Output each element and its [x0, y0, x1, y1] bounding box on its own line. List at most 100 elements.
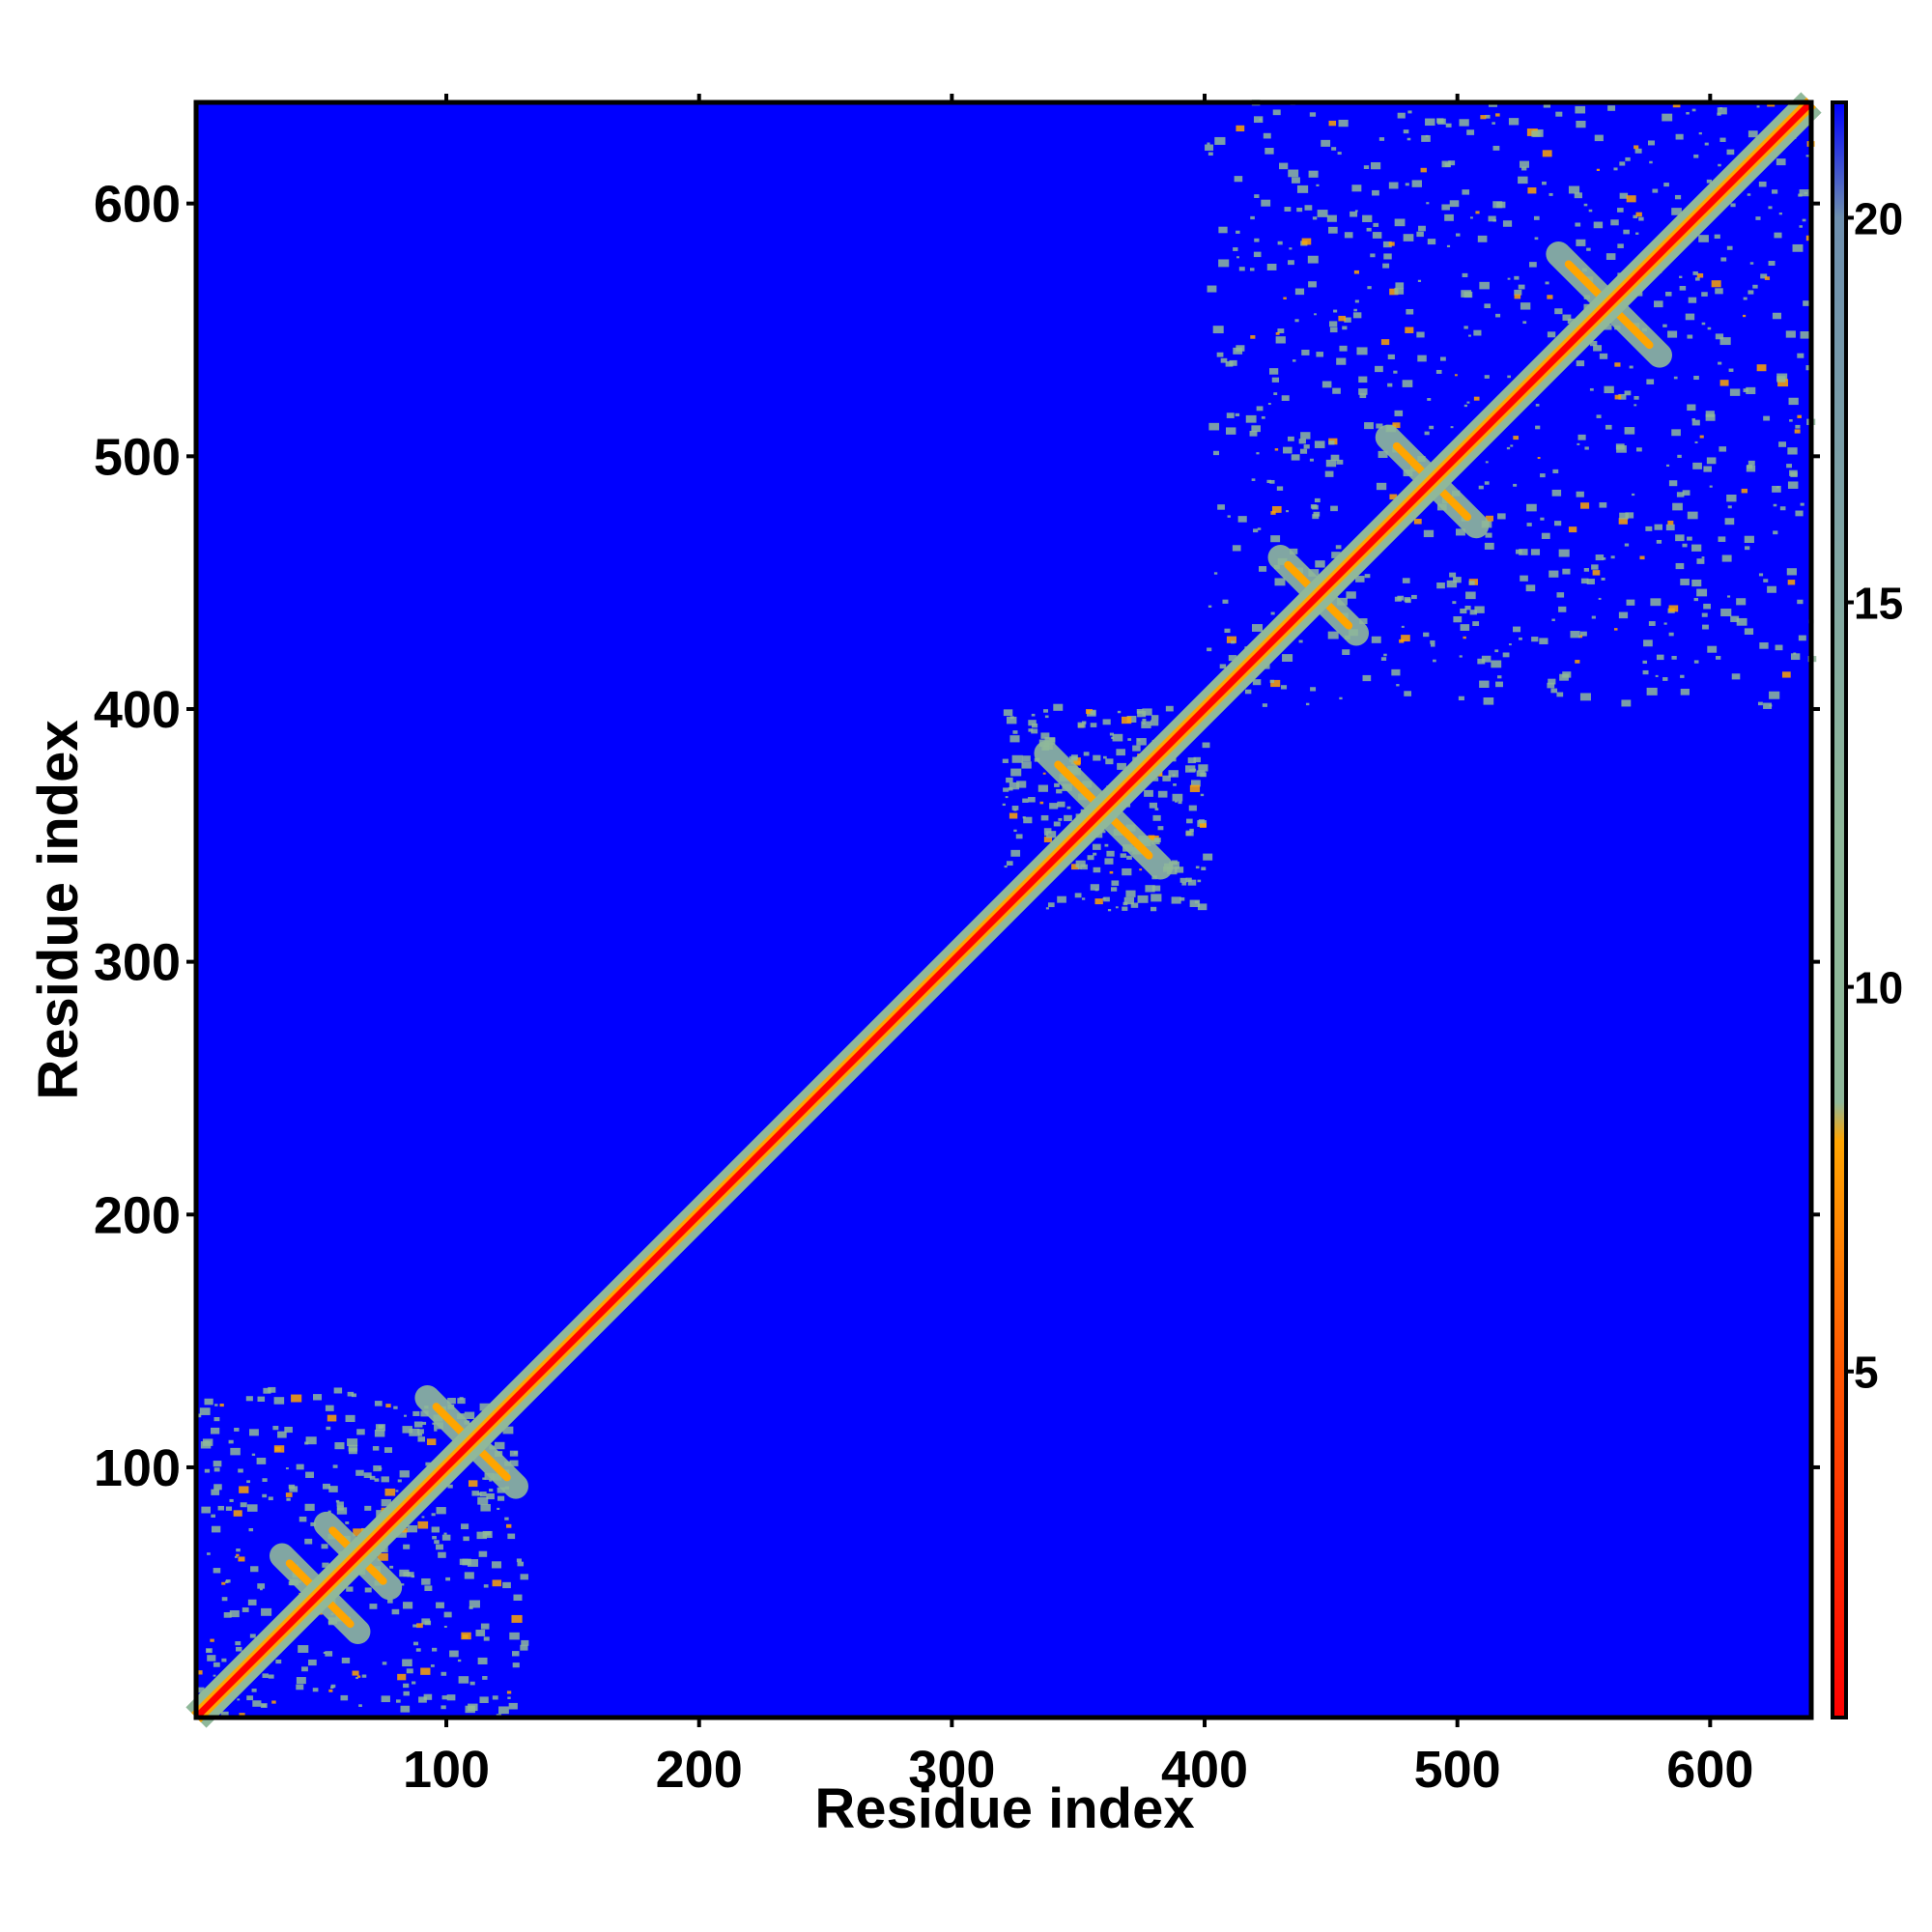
contact-cell — [1378, 137, 1385, 141]
contact-cell — [1562, 314, 1572, 321]
contact-cell — [1798, 635, 1806, 641]
contact-cell — [325, 1651, 333, 1657]
contact-cell — [1460, 624, 1470, 631]
contact-cell — [1497, 513, 1506, 520]
contact-cell — [403, 1414, 407, 1417]
contact-cell — [1253, 528, 1259, 533]
contact-cell — [477, 1492, 482, 1496]
contact-cell — [1171, 896, 1181, 904]
contact-cell — [1189, 784, 1201, 792]
contact-cell — [224, 1580, 229, 1583]
contact-cell — [1696, 588, 1708, 597]
contact-cell — [1698, 131, 1702, 135]
contact-cell — [1269, 479, 1275, 484]
contact-cell — [1123, 896, 1135, 905]
contact-cell — [480, 1504, 491, 1512]
contact-cell — [289, 1486, 298, 1492]
contact-cell — [1484, 481, 1490, 485]
contact-cell — [1288, 260, 1294, 266]
contact-cell — [1009, 812, 1018, 819]
contact-cell — [211, 1489, 220, 1495]
contact-cell — [1430, 643, 1435, 647]
contact-cell — [262, 1493, 268, 1498]
contact-cell — [1380, 339, 1390, 346]
contact-cell — [1575, 105, 1586, 114]
contact-cell — [351, 1393, 357, 1398]
contact-cell — [502, 1581, 511, 1589]
contact-cell — [1043, 837, 1053, 842]
heatmap — [185, 92, 1822, 1728]
contact-cell — [1747, 193, 1751, 196]
contact-cell — [1634, 145, 1639, 150]
contact-cell — [1329, 321, 1338, 327]
contact-cell — [416, 1623, 423, 1629]
contact-cell — [1236, 345, 1245, 352]
contact-cell — [1776, 376, 1786, 383]
contact-cell — [1338, 315, 1347, 322]
contact-cell — [1191, 780, 1201, 787]
contact-cell — [1485, 515, 1494, 522]
contact-cell — [1481, 655, 1492, 663]
contact-cell — [1763, 415, 1771, 421]
contact-cell — [1151, 885, 1161, 892]
contact-cell — [1654, 524, 1662, 530]
contact-cell — [296, 1684, 304, 1690]
contact-cell — [1321, 381, 1332, 388]
contact-cell — [1106, 850, 1115, 857]
contact-cell — [1359, 393, 1367, 399]
contact-cell — [196, 1670, 203, 1675]
contact-cell — [1696, 272, 1704, 278]
contact-cell — [335, 1499, 340, 1503]
contact-cell — [502, 1426, 514, 1435]
contact-cell — [1778, 213, 1782, 215]
contact-cell — [1021, 761, 1032, 769]
contact-cell — [1746, 386, 1756, 395]
contact-cell — [1057, 801, 1065, 808]
contact-cell — [1282, 654, 1293, 662]
contact-cell — [1468, 334, 1471, 337]
contact-cell — [1706, 457, 1717, 465]
contact-cell — [1726, 494, 1737, 502]
contact-cell — [1126, 855, 1132, 860]
contact-cell — [1675, 534, 1685, 542]
contact-cell — [1507, 375, 1511, 379]
contact-cell — [517, 1561, 525, 1567]
contact-cell — [1253, 116, 1264, 124]
contact-cell — [1413, 519, 1422, 525]
contact-cell — [1531, 637, 1539, 642]
contact-cell — [1662, 113, 1673, 122]
contact-cell — [1266, 479, 1272, 484]
contact-cell — [494, 1441, 505, 1450]
contact-cell — [1574, 192, 1582, 199]
contact-cell — [1331, 147, 1337, 151]
contact-cell — [310, 1521, 316, 1526]
contact-cell — [1514, 275, 1520, 280]
contact-cell — [1548, 678, 1556, 685]
contact-cell — [486, 1492, 495, 1500]
contact-cell — [1009, 781, 1020, 790]
contact-cell — [1691, 108, 1696, 112]
contact-cell — [345, 1414, 355, 1423]
contact-cell — [1592, 570, 1601, 576]
contact-cell — [1717, 112, 1721, 116]
contact-cell — [1802, 218, 1806, 222]
contact-cell — [1730, 203, 1736, 208]
contact-cell — [1430, 639, 1435, 644]
contact-cell — [1774, 232, 1782, 239]
contact-cell — [1364, 422, 1374, 430]
contact-cell — [1245, 414, 1257, 423]
contact-cell — [1662, 677, 1668, 681]
contact-cell — [1277, 241, 1283, 245]
contact-cell — [211, 1514, 216, 1518]
contact-cell — [1256, 406, 1264, 412]
contact-cell — [1635, 212, 1642, 217]
contact-cell — [327, 1510, 331, 1513]
contact-cell — [1485, 461, 1489, 464]
contact-cell — [1577, 434, 1586, 440]
contact-cell — [1263, 132, 1271, 139]
contact-cell — [415, 1648, 421, 1652]
contact-cell — [1474, 606, 1485, 613]
contact-cell — [1682, 490, 1690, 496]
contact-cell — [1249, 268, 1255, 271]
contact-cell — [1649, 160, 1653, 164]
